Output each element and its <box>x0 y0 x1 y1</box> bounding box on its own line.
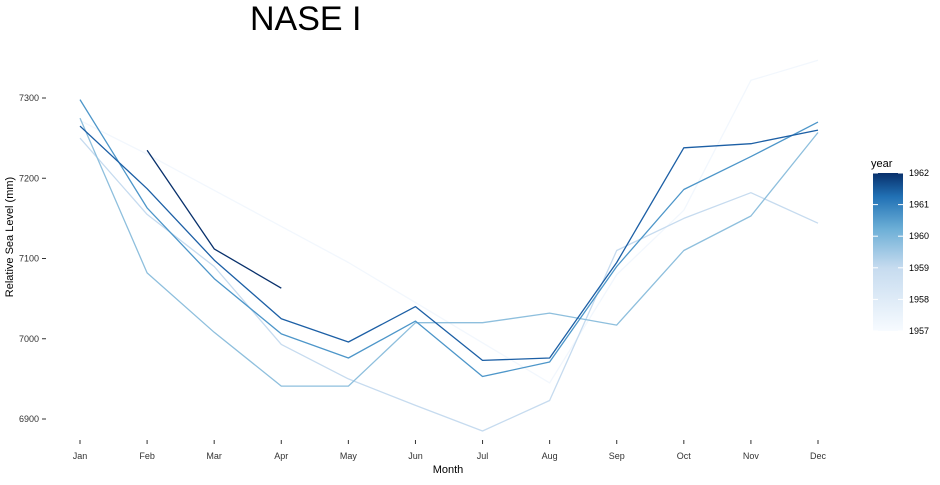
legend-tick-label: 1958 <box>909 294 929 304</box>
series-1960 <box>79 99 819 378</box>
x-tick-label: Jul <box>477 451 489 461</box>
series-1959 <box>79 117 819 387</box>
x-tick-label: Feb <box>139 451 155 461</box>
y-tick-label: 6900 <box>19 414 39 424</box>
x-tick-label: Nov <box>743 451 760 461</box>
x-tick-label: May <box>340 451 358 461</box>
series-1958 <box>79 137 819 432</box>
legend-ticks: 1957 1958 1959 1960 1961 1962 <box>873 168 929 336</box>
series-1962 <box>146 149 282 289</box>
y-tick-label: 7300 <box>19 93 39 103</box>
series-line-1960 <box>79 99 819 378</box>
series-layer <box>79 59 819 432</box>
series-line-1959 <box>79 117 819 387</box>
x-axis: Jan Feb Mar Apr May Jun Jul Aug Sep Oct Nov Dec <box>73 440 827 461</box>
x-tick-label: Apr <box>274 451 288 461</box>
x-tick-label: Mar <box>206 451 222 461</box>
legend-tick-label: 1957 <box>909 326 929 336</box>
y-tick-label: 7100 <box>19 254 39 264</box>
x-tick-label: Jan <box>73 451 88 461</box>
legend: year 1957 1958 1959 1960 1961 1962 <box>871 158 929 336</box>
x-tick-label: Dec <box>810 451 827 461</box>
series-line-1958 <box>79 137 819 432</box>
y-axis: 6900 7000 7100 7200 7300 <box>19 93 46 424</box>
legend-tick-label: 1959 <box>909 263 929 273</box>
legend-title: year <box>871 158 893 170</box>
series-line-1957 <box>79 59 819 384</box>
y-tick-label: 7000 <box>19 334 39 344</box>
x-tick-label: Aug <box>542 451 558 461</box>
y-tick-label: 7200 <box>19 173 39 183</box>
series-line-1961 <box>79 125 819 362</box>
x-tick-label: Oct <box>677 451 692 461</box>
x-tick-label: Sep <box>609 451 625 461</box>
x-tick-label: Jun <box>408 451 423 461</box>
series-line-1962 <box>146 149 282 289</box>
legend-tick-label: 1961 <box>909 200 929 210</box>
legend-colorbar <box>873 173 903 331</box>
series-1957 <box>79 59 819 384</box>
x-axis-label: Month <box>433 464 464 476</box>
series-1961 <box>79 125 819 362</box>
y-axis-label: Relative Sea Level (mm) <box>4 177 16 297</box>
legend-tick-label: 1960 <box>909 231 929 241</box>
legend-tick-label: 1962 <box>909 168 929 178</box>
chart-title: NASE I <box>250 0 362 38</box>
